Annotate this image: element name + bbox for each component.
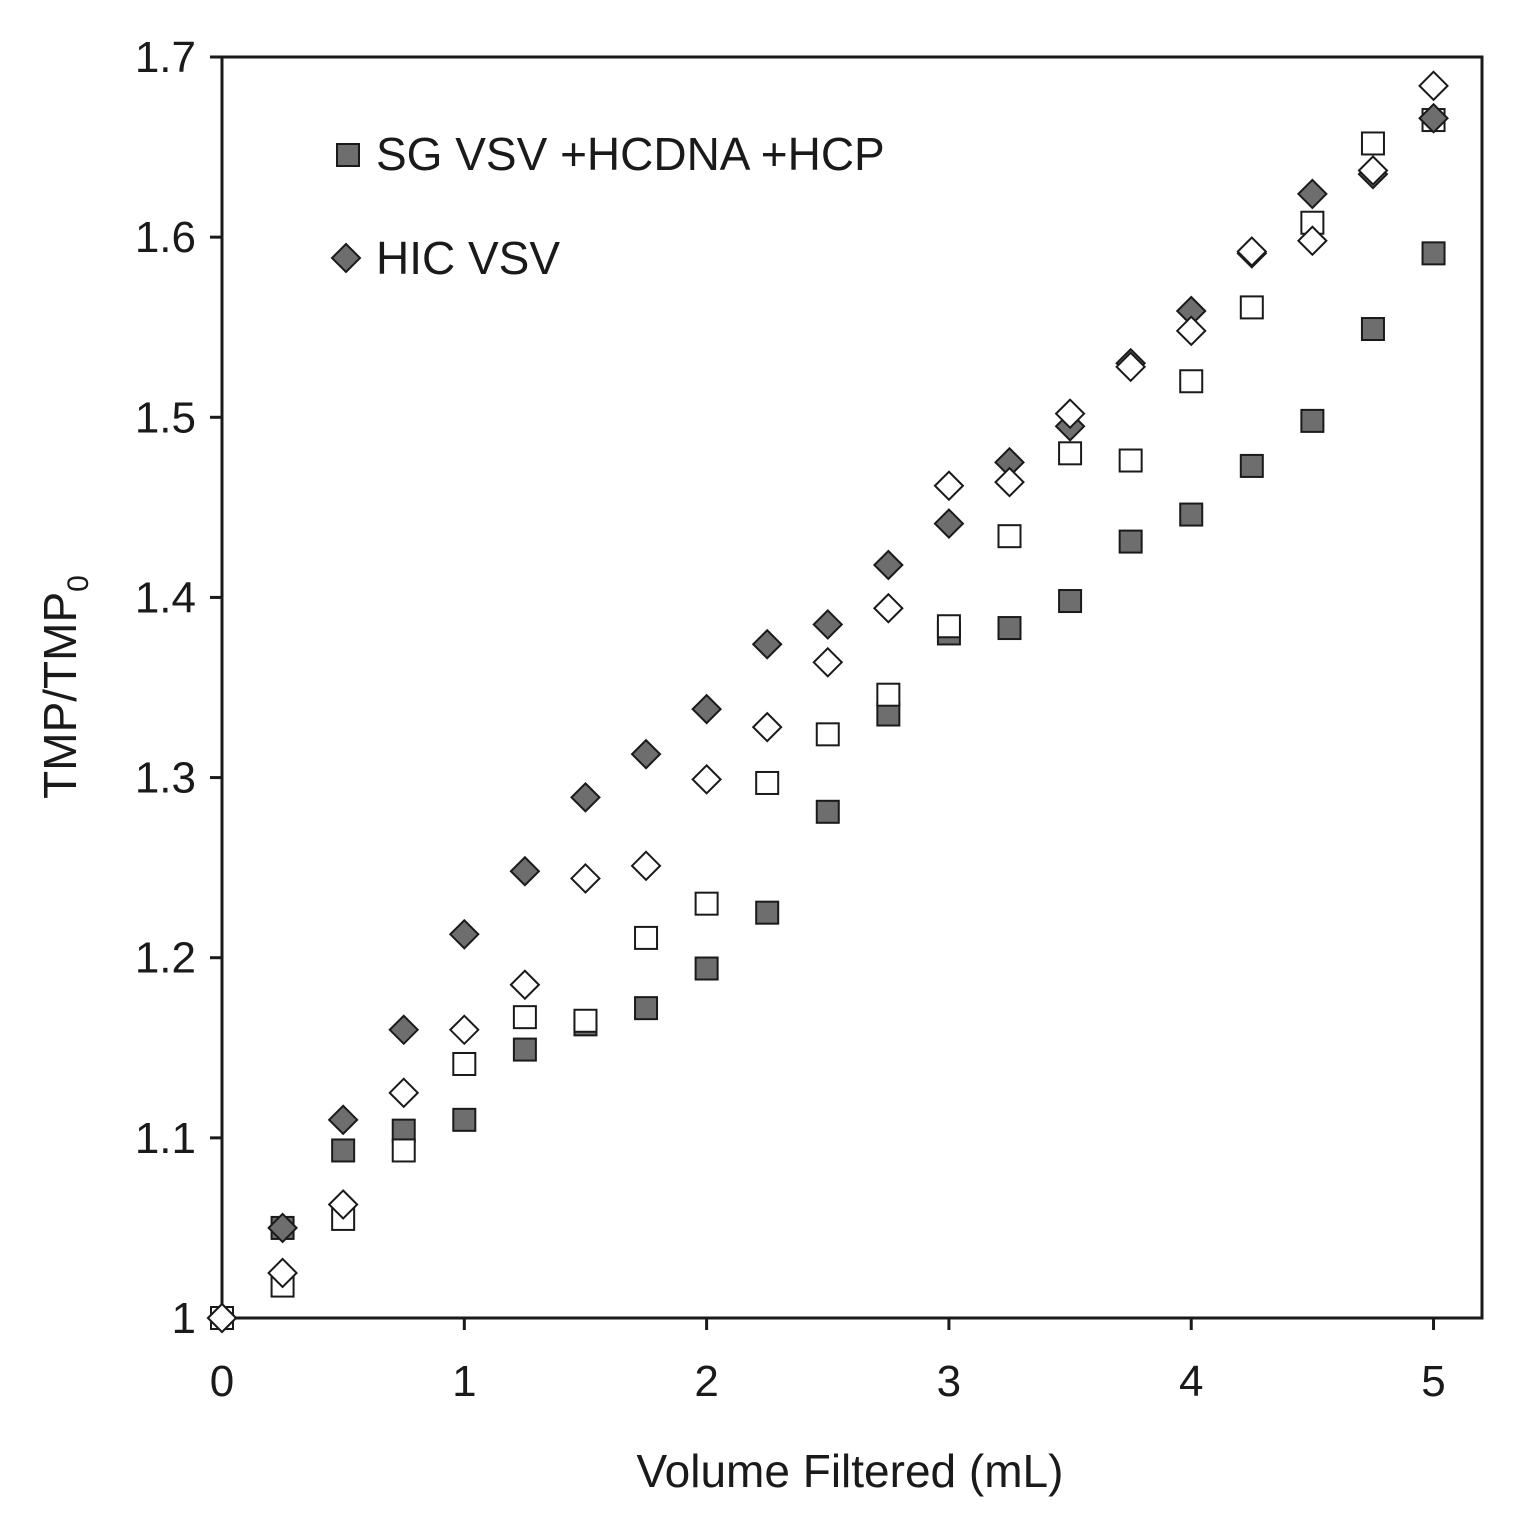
- square-point: [1058, 589, 1083, 614]
- square-point: [1179, 369, 1204, 394]
- square-point: [876, 682, 901, 707]
- diamond-point: [570, 863, 601, 894]
- diamond-point: [388, 1077, 420, 1109]
- diamond-point: [1418, 102, 1449, 134]
- square-point: [391, 1138, 416, 1163]
- square-point: [512, 1037, 537, 1062]
- y-tick-label: 1.7: [135, 33, 196, 82]
- diamond-point: [267, 1257, 298, 1289]
- y-axis-title-subscript: 0: [62, 575, 95, 592]
- square-point: [391, 1118, 416, 1143]
- diamond-point: [1357, 155, 1389, 186]
- y-tick-label: 1.3: [135, 754, 196, 803]
- square-point: [1179, 502, 1204, 527]
- diamond-point: [1236, 236, 1268, 267]
- y-axis-ticks: 1 1.1 1.2 1.3 1.4 1.5 1.6 1.7: [135, 33, 222, 1343]
- y-tick-label: 1.5: [135, 393, 196, 442]
- legend-marker-diamond: [330, 242, 362, 274]
- y-tick-label: 1.2: [135, 934, 196, 983]
- square-point: [573, 1008, 598, 1033]
- diamond-point: [1296, 178, 1328, 210]
- square-point: [452, 1107, 477, 1132]
- square-point: [1360, 131, 1385, 156]
- diamond-point: [994, 466, 1025, 498]
- diamond-point: [812, 646, 844, 678]
- series-3: [206, 70, 1449, 1334]
- diamond-point: [388, 1014, 420, 1046]
- square-point: [997, 616, 1022, 641]
- square-point: [694, 891, 719, 916]
- diamond-point: [872, 592, 904, 624]
- diamond-point: [1054, 398, 1086, 430]
- square-point: [1300, 408, 1325, 433]
- diamond-point: [327, 1189, 359, 1220]
- square-point: [1239, 453, 1264, 478]
- plot-area-frame: [220, 55, 1484, 1320]
- x-tick-label: 2: [694, 1357, 718, 1406]
- legend-label-hic-vsv: HIC VSV: [376, 232, 560, 284]
- square-point: [815, 799, 840, 824]
- square-point: [512, 1005, 537, 1030]
- square-point: [452, 1051, 477, 1076]
- y-tick-label: 1.6: [135, 213, 196, 262]
- square-point: [1058, 441, 1083, 466]
- diamond-point: [630, 850, 662, 882]
- square-point: [876, 702, 901, 727]
- diamond-point: [691, 763, 723, 795]
- diamond-point: [448, 918, 480, 950]
- diamond-point: [812, 609, 844, 640]
- y-tick-label: 1.1: [135, 1114, 196, 1163]
- x-tick-label: 4: [1179, 1357, 1203, 1406]
- diamond-point: [570, 781, 601, 813]
- x-tick-label: 3: [937, 1357, 961, 1406]
- square-point: [1421, 241, 1446, 266]
- legend: SG VSV +HCDNA +HCP HIC VSV: [330, 128, 885, 284]
- x-axis-ticks: 0 1 2 3 4 5: [210, 1318, 1446, 1406]
- diamond-point: [509, 969, 541, 1001]
- square-point: [1118, 448, 1143, 473]
- diamond-point: [630, 738, 662, 770]
- diamond-point: [1175, 315, 1207, 347]
- x-tick-label: 5: [1421, 1357, 1445, 1406]
- x-axis-title: Volume Filtered (mL): [637, 1445, 1064, 1497]
- diamond-point: [751, 711, 783, 743]
- diamond-point: [691, 693, 723, 725]
- square-point: [1360, 317, 1385, 342]
- diamond-point: [1418, 70, 1449, 102]
- x-tick-label: 0: [210, 1357, 234, 1406]
- diamond-point: [327, 1104, 359, 1136]
- legend-label-sg-vsv: SG VSV +HCDNA +HCP: [376, 128, 885, 180]
- legend-marker-square: [336, 143, 360, 167]
- diamond-point: [1296, 225, 1328, 257]
- diamond-point: [448, 1014, 480, 1046]
- square-point: [755, 900, 780, 925]
- diamond-point: [1115, 351, 1147, 383]
- diamond-point: [267, 1212, 298, 1244]
- square-point: [634, 996, 659, 1021]
- square-point: [634, 925, 659, 950]
- diamond-point: [751, 628, 783, 660]
- square-point: [331, 1138, 356, 1163]
- y-axis-title: TMP/TMP0: [34, 575, 95, 799]
- y-tick-label: 1.4: [135, 573, 196, 622]
- diamond-point: [933, 508, 965, 539]
- diamond-point: [509, 855, 541, 887]
- diamond-point: [206, 1302, 238, 1334]
- square-point: [936, 614, 961, 639]
- series-0: [210, 241, 1446, 1330]
- square-point: [1118, 529, 1143, 554]
- x-tick-label: 1: [452, 1357, 476, 1406]
- square-point: [694, 956, 719, 981]
- square-point: [755, 770, 780, 795]
- square-point: [1239, 295, 1264, 320]
- square-point: [815, 722, 840, 747]
- y-tick-label: 1: [172, 1294, 196, 1343]
- y-axis-title-main: TMP/TMP: [34, 592, 86, 799]
- diamond-point: [933, 470, 965, 502]
- diamond-point: [872, 549, 904, 581]
- square-point: [997, 524, 1022, 549]
- data-points: [206, 70, 1449, 1334]
